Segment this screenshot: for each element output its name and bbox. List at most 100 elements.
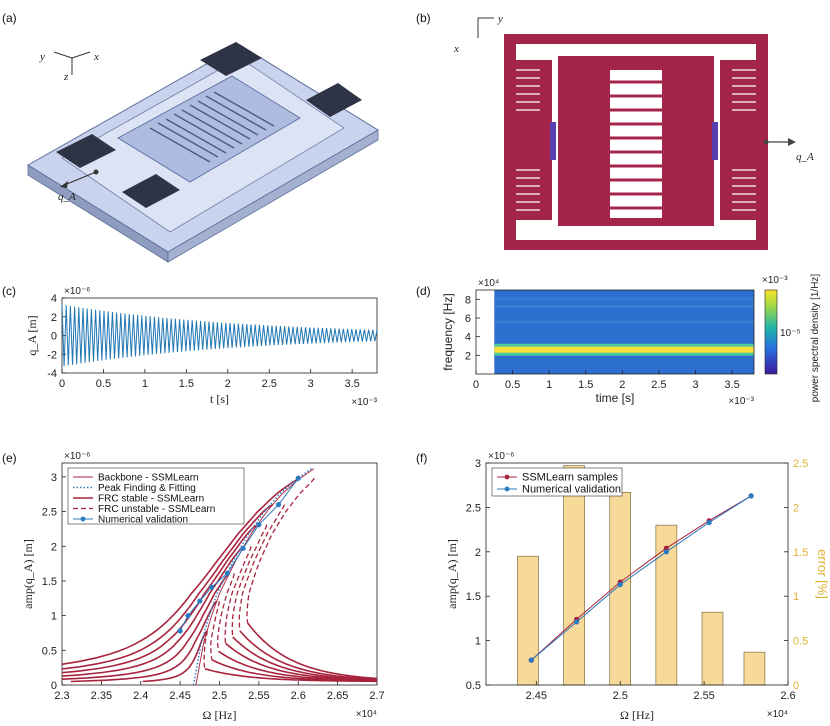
proof-mass-fingers [149, 91, 275, 163]
y-tick-label: 1 [475, 636, 481, 648]
x-tick-label: 2.7 [369, 690, 384, 702]
series-point [663, 549, 669, 555]
y-tick-label: 0.5 [466, 680, 481, 692]
axis-y-label-b: y [497, 13, 503, 25]
legend-marker [504, 474, 510, 480]
x-tick-label: 2.5 [613, 690, 628, 702]
electrode-left [550, 122, 556, 160]
series-point [748, 493, 754, 499]
legend-label: Numerical validation [98, 515, 188, 526]
y-tick-label: 0.5 [42, 645, 57, 657]
legend-label: Backbone - SSMLearn [98, 473, 199, 484]
y2-tick-label: 1.5 [793, 547, 808, 559]
y-tick-label: 6 [465, 313, 471, 325]
x-tick-label: 2.65 [327, 690, 348, 702]
colorbar-label: power spectral density [1/Hz] [810, 274, 821, 403]
plot-frame [475, 289, 755, 375]
x-tick-label: 2.5 [651, 379, 666, 391]
error-bar [563, 465, 585, 686]
legend-box [67, 467, 245, 525]
series-point [574, 619, 580, 625]
x-exponent: ×10⁴ [767, 709, 788, 720]
x-tick-label: 2.6 [780, 690, 795, 702]
frc-unstable [216, 573, 235, 652]
validation-point [256, 522, 262, 528]
axis-x-label-b: x [453, 43, 459, 55]
error-bar [701, 611, 724, 686]
x-tick-label: 0.5 [505, 379, 520, 391]
x-tick-label: 2.6 [291, 690, 306, 702]
y-tick-label: 2 [475, 547, 481, 559]
x-exponent: ×10⁴ [356, 709, 377, 720]
colorbar-exponent: ×10⁻³ [762, 275, 788, 286]
y-tick-label: -2 [47, 349, 57, 361]
y-tick-label: 0 [51, 331, 57, 343]
chart-c-time-signal: 0 0.5 1 1.5 2 2.5 3 3.5 -4 -2 0 2 4 ×10⁻³ ×10⁻⁶ t [s] q_… [25, 286, 378, 408]
panel-label-b: (b) [416, 11, 431, 25]
x-tick-label: 0.5 [96, 378, 111, 390]
x-axis-label: Ω [Hz] [620, 708, 654, 722]
x-axis-label: Ω [Hz] [203, 708, 237, 722]
x-tick-label: 3.5 [344, 378, 359, 390]
x-tick-label: 2.55 [248, 690, 269, 702]
validation-point [209, 584, 215, 590]
frc-unstable [203, 630, 208, 669]
y-tick-label: 2.5 [466, 502, 481, 514]
frc-unstable [246, 477, 315, 624]
chart-d-spectrogram: 0 0.5 1 1.5 2 2.5 3 3.5 2 4 6 8 ×10⁻³ ×10⁴ time [s] fre… [441, 274, 821, 407]
legend-box [491, 467, 623, 497]
axis-x-arrow [71, 51, 91, 59]
error-bar [517, 555, 539, 686]
x-tick-label: 2.3 [54, 690, 69, 702]
frc-stable-left [62, 477, 301, 666]
validation-point [197, 598, 203, 604]
qa-label-a: q_A [58, 191, 76, 203]
y2-tick-label: 2.5 [793, 458, 808, 470]
y-tick-label: 1.5 [466, 591, 481, 603]
colorbar [764, 289, 778, 375]
legend-label: FRC stable - SSMLearn [98, 494, 204, 505]
spectrogram-harmonic [494, 320, 754, 324]
y-tick-label: 2.5 [42, 507, 57, 519]
y-tick-label: 0 [51, 680, 57, 692]
plot-frame [485, 462, 789, 686]
validation-point [240, 545, 246, 551]
y-tick-label: 1.5 [42, 576, 57, 588]
frc-stable-left [62, 572, 230, 680]
y-tick-label: 4 [465, 332, 471, 344]
frc-stable-right [232, 636, 377, 681]
validation-point [185, 613, 191, 619]
y2-tick-label: 2 [793, 502, 799, 514]
device-right-comb [720, 60, 756, 220]
y-exponent: ×10⁴ [478, 278, 499, 289]
x-tick-label: 1 [142, 378, 148, 390]
legend-marker [80, 516, 86, 522]
device-proof-mass [117, 75, 301, 183]
validation-point [224, 570, 230, 576]
frc-unstable [224, 546, 252, 644]
legend-label: FRC unstable - SSMLearn [98, 504, 215, 515]
frc-stable-left [70, 600, 218, 683]
device-frame-side-right [167, 129, 379, 263]
x-exponent: ×10⁻³ [351, 397, 377, 408]
panel-label-c: (c) [2, 284, 16, 298]
y-axis-label: frequency [Hz] [441, 293, 455, 370]
x-tick-label: 2.45 [526, 690, 547, 702]
x-tick-label: 3 [692, 379, 698, 391]
x-tick-label: 2.4 [133, 690, 148, 702]
x-tick-label: 2.55 [693, 690, 714, 702]
frc-stable-right [239, 630, 377, 681]
x-tick-label: 3.5 [724, 379, 739, 391]
qa-label-b: q_A [796, 151, 814, 163]
frc-stable-right [246, 622, 377, 680]
series-point [706, 519, 712, 526]
y-tick-label: 3 [475, 458, 481, 470]
device-3d-illustration: x y z q_A [27, 42, 379, 263]
frc-stable-left [62, 545, 245, 677]
y-tick-label: 1 [51, 611, 57, 623]
axis-x-label: x [93, 51, 99, 63]
y2-tick-label: 0.5 [793, 636, 808, 648]
x-axis-label: time [s] [596, 391, 635, 405]
qa-arrow-a [61, 171, 97, 187]
